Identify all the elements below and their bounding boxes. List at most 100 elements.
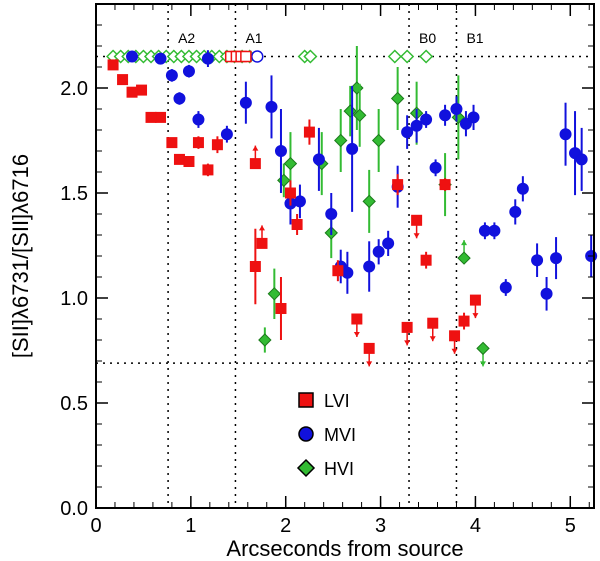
LVI-point — [303, 119, 315, 145]
LVI-point — [166, 137, 178, 149]
MVI-marker — [325, 208, 338, 220]
LVI-point — [420, 251, 432, 269]
LVI-point — [458, 312, 470, 330]
MVI-point — [531, 243, 544, 277]
MVI-point — [220, 125, 233, 143]
MVI-marker — [274, 145, 287, 157]
LVI-marker — [291, 219, 303, 230]
HVI-point — [343, 85, 357, 137]
LVI-marker — [249, 158, 261, 170]
MVI-point — [439, 104, 452, 126]
HVI-point — [352, 83, 367, 147]
legend-label-HVI: HVI — [324, 459, 354, 479]
LVI-marker — [351, 313, 363, 325]
MVI-point — [540, 277, 553, 311]
HVI-point — [267, 268, 282, 319]
MVI-marker — [467, 111, 480, 124]
MVI-marker — [401, 126, 414, 139]
MVI-marker — [346, 142, 359, 155]
HVI-point — [334, 109, 348, 172]
MVI-marker — [559, 128, 572, 141]
axis-ticks — [95, 3, 594, 509]
region-labels: A2 A1 B0 B1 — [178, 30, 484, 46]
legend-item-MVI: MVI — [298, 425, 356, 445]
legend-item-LVI: LVI — [298, 391, 350, 411]
LVI-marker — [126, 86, 138, 98]
HVI-marker — [400, 49, 415, 64]
LVI-marker — [303, 126, 315, 138]
tick-labels: 0 1 2 3 4 5 0.0 0.5 1.0 1.5 2.0 — [60, 78, 576, 537]
legend-item-HVI: HVI — [296, 458, 354, 479]
HVI-marker — [303, 49, 318, 64]
x-tick-label: 2 — [280, 515, 291, 537]
LVI-point — [211, 136, 223, 154]
MVI-point — [459, 111, 472, 137]
HVI-point — [258, 327, 272, 353]
LVI-point — [449, 330, 461, 354]
MVI-point — [154, 52, 167, 65]
LVI-marker — [420, 254, 432, 266]
legend-label-LVI: LVI — [324, 391, 350, 411]
MVI-point — [575, 127, 588, 191]
MVI-marker — [312, 153, 325, 166]
HVI-point — [303, 49, 318, 64]
MVI-marker — [439, 109, 452, 122]
LVI-marker — [192, 137, 204, 149]
LVI-limit-arrow — [472, 313, 479, 319]
LVI-point — [411, 214, 423, 239]
MVI-marker — [450, 103, 463, 115]
MVI-point — [192, 111, 205, 128]
MVI-point — [559, 102, 572, 166]
MVI-marker — [239, 96, 252, 109]
LVI-point — [202, 163, 214, 177]
x-tick-label: 3 — [375, 515, 386, 537]
x-tick-label: 4 — [470, 515, 481, 537]
LVI-marker — [136, 84, 148, 96]
MVI-point — [401, 115, 414, 149]
MVI-marker — [516, 182, 529, 195]
LVI-point — [284, 180, 296, 206]
LVI-point — [240, 50, 252, 63]
MVI-marker — [499, 281, 512, 294]
x-tick-label: 0 — [90, 515, 101, 537]
MVI-marker — [251, 50, 264, 63]
series-LVI — [107, 50, 481, 367]
y-tick-label: 2.0 — [60, 78, 88, 100]
LVI-point — [249, 145, 261, 170]
legend: LVI MVI HVI — [296, 391, 356, 479]
HVI-marker — [277, 173, 291, 188]
MVI-marker — [459, 117, 472, 130]
LVI-limit-arrow — [413, 233, 420, 239]
x-axis-title: Arcseconds from source — [226, 536, 463, 561]
LVI-limit-arrow — [259, 225, 265, 231]
LVI-marker — [145, 111, 157, 123]
MVI-point — [363, 241, 376, 292]
MVI-point — [182, 64, 195, 78]
MVI-point — [516, 176, 529, 202]
LVI-marker — [166, 137, 178, 149]
y-tick-label: 0.0 — [60, 498, 88, 520]
HVI-marker — [371, 133, 386, 148]
MVI-point — [274, 109, 287, 193]
MVI-point — [201, 50, 214, 67]
LVI-marker — [183, 156, 195, 167]
LVI-marker — [202, 164, 214, 176]
MVI-marker — [165, 69, 178, 82]
LVI-marker — [211, 139, 223, 151]
HVI-marker — [267, 287, 282, 301]
MVI-point — [372, 239, 385, 265]
LVI-marker — [458, 315, 470, 327]
LVI-marker — [240, 50, 252, 63]
HVI-point — [476, 341, 490, 367]
MVI-point — [499, 279, 512, 296]
LVI-marker — [155, 111, 167, 123]
reference-lines — [96, 4, 594, 508]
y-tick-label: 1.5 — [60, 183, 88, 205]
legend-label-MVI: MVI — [324, 425, 356, 445]
LVI-point — [136, 84, 148, 96]
LVI-marker — [392, 179, 404, 191]
region-label-B0: B0 — [419, 30, 436, 46]
MVI-point — [165, 69, 178, 82]
MVI-marker — [265, 100, 278, 113]
